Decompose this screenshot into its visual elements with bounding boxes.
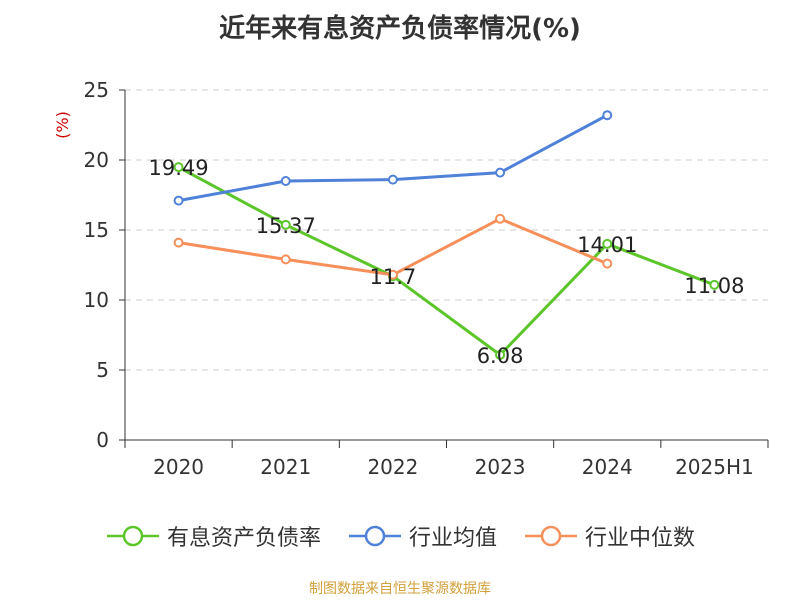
legend-label: 行业均值: [408, 526, 497, 551]
data-point: [280, 176, 291, 186]
series-line-2: [178, 113, 608, 203]
data-point: [280, 219, 291, 230]
legend-item: 行业中位数: [523, 520, 695, 552]
data-point: [602, 258, 613, 269]
data-point: [495, 213, 506, 224]
legend-label: 行业中位数: [585, 526, 696, 551]
legend-item: 行业均值: [347, 520, 497, 552]
y-tick-label: 5: [96, 358, 109, 382]
x-tick-label: 2020: [153, 455, 204, 479]
data-point: [173, 237, 184, 248]
data-label: 11.7: [370, 265, 417, 289]
data-point: [602, 238, 613, 249]
y-tick-label: 0: [96, 428, 109, 452]
data-point: [709, 279, 720, 290]
data-label: 6.08: [477, 344, 524, 368]
data-point: [495, 167, 506, 178]
y-tick-label: 10: [84, 288, 109, 312]
x-tick-label: 2024: [582, 455, 633, 479]
y-tick-label: 15: [84, 218, 109, 242]
data-point: [387, 174, 398, 185]
data-point: [173, 162, 184, 173]
legend-swatch: [525, 525, 577, 547]
data-label: 14.01: [577, 233, 637, 257]
source-note: 制图数据来自恒生聚源数据库: [309, 581, 491, 597]
legend-swatch: [106, 525, 159, 547]
y-tick-label: 25: [84, 78, 109, 102]
data-point: [495, 349, 506, 360]
chart-legend: 有息资产负债率 行业均值 行业中位数: [0, 520, 800, 552]
legend-label: 有息资产负债率: [166, 526, 321, 551]
legend-swatch: [348, 525, 401, 547]
x-tick-label: 2021: [260, 455, 311, 479]
data-label: 15.37: [256, 214, 316, 238]
data-point: [602, 110, 613, 121]
x-tick-label: 2022: [367, 455, 418, 479]
y-axis-label: (%): [53, 111, 72, 139]
y-tick-label: 20: [84, 148, 109, 172]
data-point: [387, 269, 398, 280]
data-label: 19.49: [149, 156, 209, 180]
data-point: [280, 254, 291, 265]
series-line-1: [177, 165, 715, 357]
legend-item: 有息资产负债率: [105, 520, 321, 552]
data-label: 11.08: [684, 274, 744, 298]
data-point: [173, 195, 184, 206]
x-tick-label: 2023: [475, 455, 526, 479]
chart-title: 近年来有息资产负债率情况(%): [219, 14, 581, 44]
x-tick-label: 2025H1: [675, 455, 754, 479]
